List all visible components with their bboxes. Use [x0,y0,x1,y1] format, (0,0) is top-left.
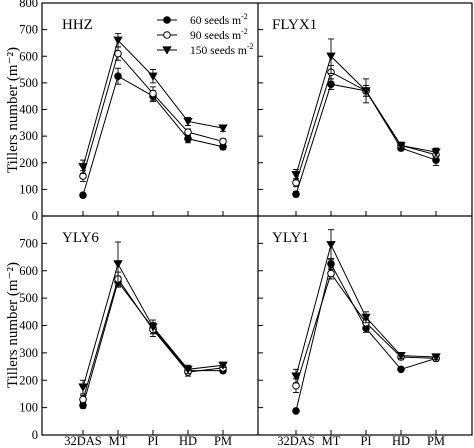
y-tick-label: 600 [19,264,38,278]
y-tick-label: 800 [19,0,38,10]
data-point [113,36,123,45]
panel-yly1: 32DAS MT PI HD PM YLY1 [258,229,445,448]
data-point [149,89,157,98]
x-tick-label: 32DAS [277,434,315,448]
data-point [79,191,87,200]
x-tick-label: HD [179,434,197,448]
legend-label-superscript: -2 [241,12,248,21]
panel-flyx1: FLYX1 [258,2,441,217]
legend-label: 150 seeds m-2 [190,42,254,57]
series-90-seeds-m-2 [79,46,227,182]
data-point [291,372,301,381]
data-point [327,260,335,268]
x-tick-label: PI [147,434,158,448]
y-tick-label: 200 [19,156,38,170]
panel-title: YLY6 [62,230,99,246]
data-point [396,141,406,151]
data-point [396,352,406,361]
y-tick-label: 500 [19,76,38,90]
data-point [326,241,336,250]
x-tick-label: MT [322,434,341,448]
data-point [218,124,228,133]
x-tick-label: MT [109,434,128,448]
figure-frame [41,2,473,436]
data-point [148,72,158,81]
series-line [295,262,437,412]
data-point [361,313,371,322]
data-point [327,80,335,89]
legend-item-s60: 60 seeds m-2 [157,12,248,27]
legend-label: 60 seeds m-2 [190,12,248,27]
data-point [78,163,88,172]
panel-hhz: 0 100 200 300 400 500 600 700 800 HHZ [19,0,228,223]
x-tick-label: 32DAS [64,434,102,448]
panel-title: YLY1 [272,230,309,246]
y-tick-label: 400 [19,103,38,117]
data-point [114,72,122,81]
data-point [219,137,227,146]
data-point [184,134,192,143]
x-tick-label: PI [360,434,371,448]
legend-item-s90: 90 seeds m-2 [157,27,248,42]
y-tick-label: 200 [19,373,38,387]
y-tick-label: 700 [19,23,38,37]
y-tick-label: 500 [19,291,38,305]
panel-title: HHZ [62,17,93,33]
legend-label: 90 seeds m-2 [190,27,248,42]
legend-marker [163,31,171,39]
y-tick-label: 400 [19,319,38,333]
series-60-seeds-m-2 [79,275,227,410]
y-tick-label: 0 [32,209,38,223]
y-tick-label: 100 [19,182,38,196]
data-point [431,148,441,157]
y-axis-title-top: Tillers number (m⁻²) [5,47,21,173]
data-point [291,171,301,180]
data-point [113,260,123,269]
data-point [183,117,193,127]
data-point [327,269,335,278]
chart-panels: 0 100 200 300 400 500 600 700 800 HHZ FLYX1 0 100 200… [19,0,445,448]
x-tick-label: PM [427,434,445,448]
data-point [361,87,371,96]
y-tick-label: 0 [32,428,38,442]
legend-label-superscript: -2 [247,42,254,51]
data-point [431,353,441,362]
panel-title: FLYX1 [272,17,317,33]
series-150-seeds-m-2 [291,38,441,181]
y-tick-label: 300 [19,346,38,360]
y-tick-label: 700 [19,236,38,250]
data-point [79,395,87,404]
legend-item-s150: 150 seeds m-2 [157,42,254,57]
data-point [292,190,300,198]
series-line [295,243,437,377]
data-point [78,383,88,392]
series-150-seeds-m-2 [291,229,441,384]
y-tick-label: 100 [19,401,38,415]
data-point [326,52,336,61]
y-tick-label: 600 [19,49,38,63]
x-tick-label: PM [214,434,232,448]
data-point [183,365,193,374]
series-150-seeds-m-2 [78,241,228,395]
y-tick-label: 300 [19,129,38,143]
data-point [218,361,228,370]
series-150-seeds-m-2 [78,33,228,174]
legend-marker [162,46,172,55]
panel-yly6: 0 100 200 300 400 500 600 700 32DAS MT PI HD PM YLY6 [19,230,232,448]
data-point [397,365,405,374]
legend-marker [163,16,171,24]
series-line [82,280,223,406]
data-point [114,49,122,58]
data-point [292,407,300,415]
y-axis-title-bottom: Tillers number (m⁻²) [5,262,21,388]
data-point [184,128,192,136]
x-tick-label: HD [392,434,410,448]
series-60-seeds-m-2 [292,257,440,415]
series-line [82,277,224,400]
legend-label-superscript: -2 [241,27,248,36]
data-point [148,323,158,332]
